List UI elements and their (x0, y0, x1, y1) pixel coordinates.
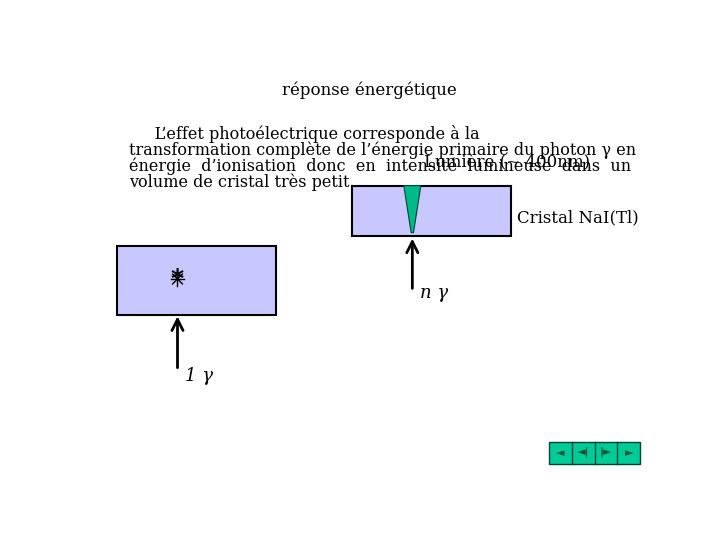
Text: énergie  d’ionisation  donc  en  intensité  lumineuse  dans  un: énergie d’ionisation donc en intensité l… (129, 157, 631, 175)
Text: L’effet photoélectrique corresponde à la: L’effet photoélectrique corresponde à la (129, 125, 480, 143)
Text: transformation complète de l’énergie primaire du photon γ en: transformation complète de l’énergie pri… (129, 141, 636, 159)
Bar (352, 186, 510, 236)
Text: réponse énergétique: réponse énergétique (282, 82, 456, 99)
Text: ◄|: ◄| (577, 447, 590, 458)
Text: Lumière (~ 400nm): Lumière (~ 400nm) (424, 154, 590, 171)
Text: n γ: n γ (420, 284, 448, 302)
Bar (549, 442, 640, 464)
Text: Cristal NaI(Tl): Cristal NaI(Tl) (517, 210, 639, 227)
Bar (117, 246, 276, 315)
Text: ►: ► (624, 448, 633, 458)
Text: *: * (171, 267, 184, 291)
Polygon shape (404, 186, 421, 233)
Text: ◄: ◄ (556, 448, 564, 458)
Text: volume de cristal très petit.: volume de cristal très petit. (129, 173, 354, 191)
Text: 1 γ: 1 γ (185, 367, 213, 386)
Text: |►: |► (600, 447, 612, 458)
